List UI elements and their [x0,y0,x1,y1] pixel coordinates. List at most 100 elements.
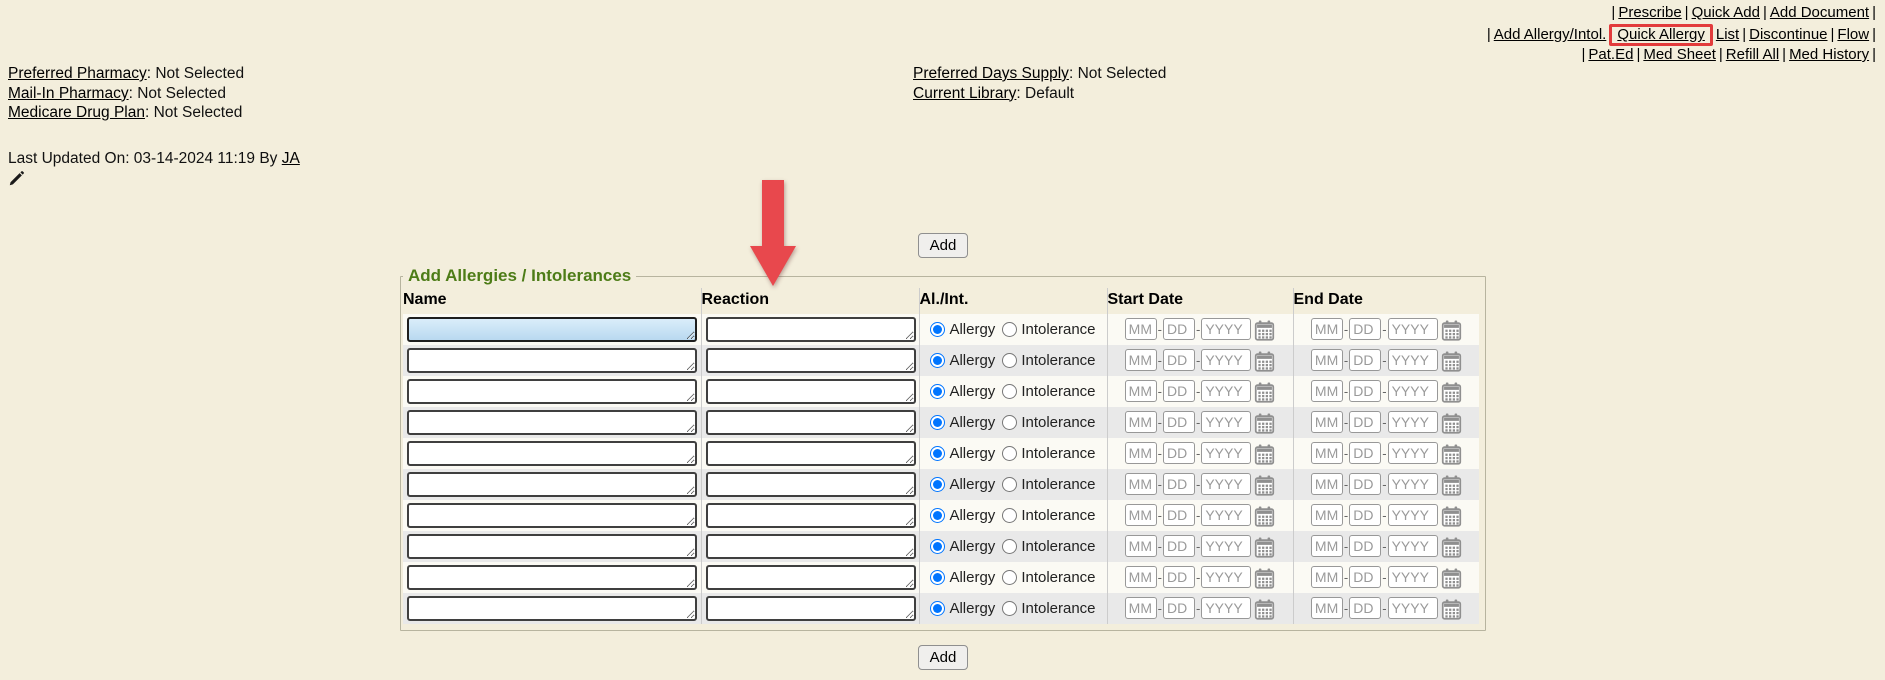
nav-link-prescribe[interactable]: Prescribe [1618,4,1682,21]
start-year-input[interactable] [1201,318,1252,341]
intolerance-radio-label[interactable]: Intolerance [1021,445,1096,462]
end-year-input[interactable] [1387,349,1438,372]
start-year-input[interactable] [1201,411,1252,434]
end-date-calendar-icon[interactable] [1441,382,1462,403]
end-year-input[interactable] [1387,473,1438,496]
allergy-radio-label[interactable]: Allergy [949,445,996,462]
end-year-input[interactable] [1387,566,1438,589]
allergy-name-input[interactable] [407,317,697,342]
end-date-calendar-icon[interactable] [1441,537,1462,558]
start-day-input[interactable] [1163,473,1195,496]
add-button-bottom[interactable]: Add [917,645,969,670]
reaction-input[interactable] [705,596,916,621]
end-year-input[interactable] [1387,535,1438,558]
start-month-input[interactable] [1124,504,1157,527]
start-month-input[interactable] [1124,349,1157,372]
start-date-calendar-icon[interactable] [1254,506,1275,527]
end-month-input[interactable] [1310,535,1343,558]
reaction-input[interactable] [705,472,916,497]
end-day-input[interactable] [1349,442,1382,465]
start-year-input[interactable] [1201,566,1252,589]
intolerance-radio-label[interactable]: Intolerance [1021,321,1096,338]
start-date-calendar-icon[interactable] [1254,413,1275,434]
intolerance-radio[interactable] [1002,384,1018,399]
start-date-calendar-icon[interactable] [1254,320,1275,341]
intolerance-radio-label[interactable]: Intolerance [1021,538,1096,555]
allergy-name-input[interactable] [407,472,697,497]
allergy-name-input[interactable] [407,596,697,621]
start-day-input[interactable] [1163,442,1195,465]
start-month-input[interactable] [1124,566,1157,589]
allergy-radio[interactable] [930,539,946,554]
intolerance-radio-label[interactable]: Intolerance [1021,352,1096,369]
intolerance-radio-label[interactable]: Intolerance [1021,383,1096,400]
start-year-input[interactable] [1201,442,1252,465]
nav-link-pat-ed[interactable]: Pat.Ed [1588,46,1634,63]
end-day-input[interactable] [1349,535,1382,558]
start-day-input[interactable] [1163,349,1195,372]
end-month-input[interactable] [1310,442,1343,465]
end-year-input[interactable] [1387,442,1438,465]
allergy-name-input[interactable] [407,410,697,435]
add-button-top[interactable]: Add [917,233,969,258]
nav-link-flow[interactable]: Flow [1837,26,1870,43]
end-year-input[interactable] [1387,504,1438,527]
allergy-name-input[interactable] [407,348,697,373]
end-day-input[interactable] [1349,411,1382,434]
end-date-calendar-icon[interactable] [1441,351,1462,372]
reaction-input[interactable] [705,534,916,559]
intolerance-radio[interactable] [1002,477,1018,492]
mail-in-pharmacy-link[interactable]: Mail-In Pharmacy [8,84,129,102]
reaction-input[interactable] [705,379,916,404]
end-month-input[interactable] [1310,504,1343,527]
reaction-input[interactable] [705,410,916,435]
end-year-input[interactable] [1387,380,1438,403]
allergy-radio-label[interactable]: Allergy [949,538,996,555]
end-day-input[interactable] [1349,473,1382,496]
end-year-input[interactable] [1387,411,1438,434]
nav-link-quick-add[interactable]: Quick Add [1691,4,1760,21]
start-month-input[interactable] [1124,380,1157,403]
start-month-input[interactable] [1124,535,1157,558]
allergy-radio[interactable] [930,415,946,430]
nav-link-med-history[interactable]: Med History [1789,46,1870,63]
start-year-input[interactable] [1201,473,1252,496]
allergy-radio[interactable] [930,446,946,461]
edit-pencil-icon[interactable] [8,170,25,187]
end-date-calendar-icon[interactable] [1441,599,1462,620]
allergy-radio[interactable] [930,508,946,523]
end-month-input[interactable] [1310,349,1343,372]
preferred-days-supply-link[interactable]: Preferred Days Supply [913,65,1069,82]
start-date-calendar-icon[interactable] [1254,351,1275,372]
nav-link-med-sheet[interactable]: Med Sheet [1643,46,1716,63]
allergy-radio[interactable] [930,353,946,368]
start-year-input[interactable] [1201,349,1252,372]
end-month-input[interactable] [1310,411,1343,434]
end-month-input[interactable] [1310,566,1343,589]
end-month-input[interactable] [1310,597,1343,620]
start-year-input[interactable] [1201,535,1252,558]
start-date-calendar-icon[interactable] [1254,444,1275,465]
start-year-input[interactable] [1201,380,1252,403]
end-month-input[interactable] [1310,318,1343,341]
allergy-name-input[interactable] [407,379,697,404]
start-month-input[interactable] [1124,318,1157,341]
end-day-input[interactable] [1349,380,1382,403]
start-month-input[interactable] [1124,411,1157,434]
end-day-input[interactable] [1349,566,1382,589]
allergy-radio-label[interactable]: Allergy [949,476,996,493]
allergy-radio[interactable] [930,570,946,585]
allergy-name-input[interactable] [407,503,697,528]
allergy-radio[interactable] [930,601,946,616]
start-date-calendar-icon[interactable] [1254,537,1275,558]
nav-link-refill-all[interactable]: Refill All [1725,46,1780,63]
intolerance-radio-label[interactable]: Intolerance [1021,414,1096,431]
end-day-input[interactable] [1349,597,1382,620]
allergy-radio-label[interactable]: Allergy [949,507,996,524]
intolerance-radio[interactable] [1002,539,1018,554]
intolerance-radio[interactable] [1002,601,1018,616]
start-day-input[interactable] [1163,566,1195,589]
reaction-input[interactable] [705,503,916,528]
intolerance-radio[interactable] [1002,322,1018,337]
allergy-radio-label[interactable]: Allergy [949,414,996,431]
